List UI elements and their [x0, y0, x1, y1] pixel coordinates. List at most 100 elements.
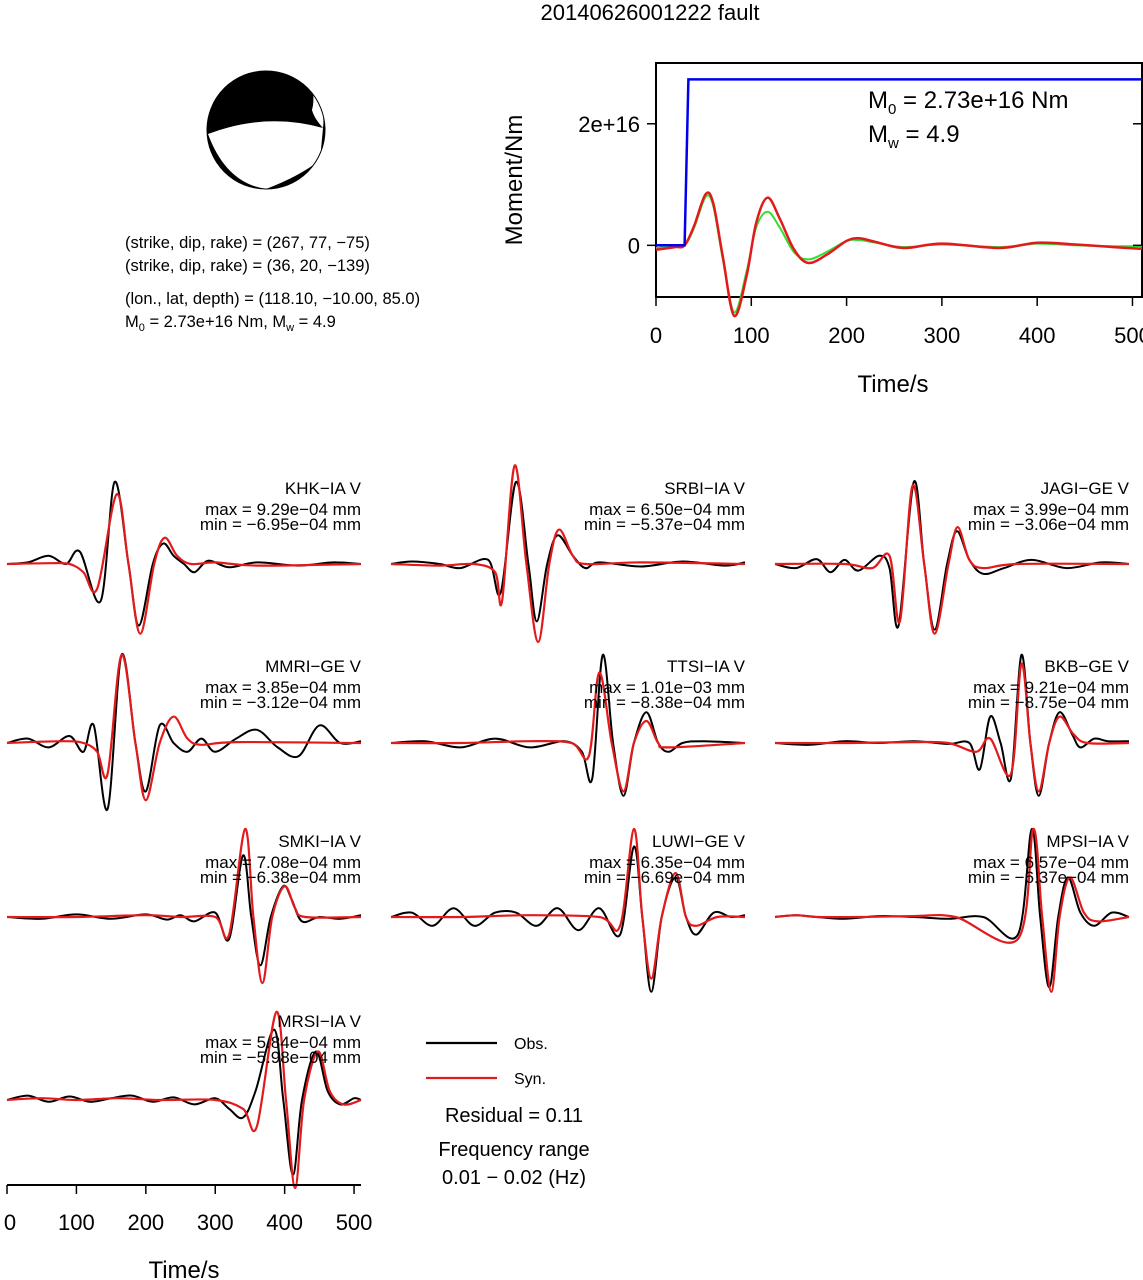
moment-xtick-label: 400 [1019, 323, 1056, 348]
moment-xtick-label: 200 [828, 323, 865, 348]
station-min: min = −5.37e−04 mm [584, 515, 745, 534]
ann-mw-suffix: = 4.9 [899, 121, 960, 148]
moment-xtick-label: 500 [1114, 323, 1143, 348]
synthetic-trace [774, 662, 1130, 793]
m0-prefix: M [125, 313, 139, 331]
synthetic-trace [774, 484, 1130, 635]
synthetic-trace [6, 493, 362, 635]
legend: Obs. Syn. [426, 1036, 548, 1088]
synthetic-trace [6, 827, 362, 985]
waveform-xtick-label: 500 [336, 1210, 373, 1235]
moment-xtick-label: 100 [733, 323, 770, 348]
station-name: MRSI−IA V [277, 1012, 361, 1031]
ann-mw-prefix: M [868, 121, 888, 148]
moment-plot-frame [655, 62, 1143, 298]
synthetic-trace [774, 827, 1130, 993]
cumulative-moment-line [656, 78, 1142, 247]
moment-xlabel: Time/s [857, 371, 928, 398]
station-min: min = −6.38e−04 mm [200, 868, 361, 887]
station-name: SRBI−IA V [664, 479, 745, 498]
station-min: min = −3.06e−04 mm [968, 515, 1129, 534]
waveform-xlabel: Time/s [148, 1257, 219, 1280]
waveform-x-axis: 0 100 200 300 400 500 [4, 1184, 373, 1235]
nodal-plane-2: (strike, dip, rake) = (36, 20, −139) [125, 257, 370, 275]
synthetic-trace [390, 671, 746, 793]
observed-trace [6, 653, 362, 811]
moment-y-axis: 0 2e+16 [578, 112, 1142, 258]
station-min: min = −6.69e−04 mm [584, 868, 745, 887]
beachball [206, 70, 326, 190]
station-max: max = 6.50e−04 mm [589, 500, 745, 519]
legend-syn-label: Syn. [514, 1071, 546, 1088]
station-name: BKB−GE V [1044, 657, 1129, 676]
station-name: MMRI−GE V [265, 657, 362, 676]
station-name: LUWI−GE V [652, 832, 746, 851]
observed-trace [390, 480, 746, 623]
hypocenter: (lon., lat, depth) = (118.10, −10.00, 85… [125, 290, 420, 308]
ann-m0-prefix: M [868, 87, 888, 114]
station-min: min = −6.95e−04 mm [200, 515, 361, 534]
station-max: max = 9.21e−04 mm [973, 678, 1129, 697]
station-min: min = −3.12e−04 mm [200, 693, 361, 712]
moment-series [655, 78, 1143, 318]
moment-ytick-label: 2e+16 [578, 112, 640, 137]
legend-obs-label: Obs. [514, 1036, 548, 1053]
observed-trace [6, 1028, 362, 1176]
station-max: max = 3.99e−04 mm [973, 500, 1129, 519]
station-max: max = 7.08e−04 mm [205, 853, 361, 872]
moment-m0-annotation: M0 = 2.73e+16 Nm [868, 87, 1068, 118]
nodal-plane-1: (strike, dip, rake) = (267, 77, −75) [125, 234, 370, 252]
station-min: min = −5.98e−04 mm [200, 1048, 361, 1067]
station-max: max = 9.29e−04 mm [205, 500, 361, 519]
moment-ylabel: Moment/Nm [501, 115, 528, 246]
moment-xtick-label: 0 [650, 323, 662, 348]
ann-m0-suffix: = 2.73e+16 Nm [896, 87, 1068, 114]
moment-summary: M0 = 2.73e+16 Nm, Mw = 4.9 [125, 313, 336, 334]
m0-sub: 0 [139, 322, 145, 334]
frequency-label: Frequency range [438, 1139, 589, 1161]
moment-rate-red [655, 191, 1143, 318]
synthetic-trace [390, 827, 746, 980]
observed-trace [6, 480, 362, 627]
waveform-xtick-label: 300 [197, 1210, 234, 1235]
m0-mid: = 2.73e+16 Nm, M [145, 313, 286, 331]
station-name: TTSI−IA V [667, 657, 746, 676]
station-max: max = 6.35e−04 mm [589, 853, 745, 872]
waveform-xtick-label: 400 [266, 1210, 303, 1235]
ann-mw-sub: w [887, 135, 899, 152]
source-parameters: (strike, dip, rake) = (267, 77, −75) (st… [125, 234, 420, 334]
station-name: KHK−IA V [285, 479, 362, 498]
station-name: SMKI−IA V [278, 832, 361, 851]
synthetic-trace [390, 464, 746, 644]
station-max: max = 6.57e−04 mm [973, 853, 1129, 872]
station-name: MPSI−IA V [1046, 832, 1129, 851]
mw-sub: w [285, 322, 294, 334]
moment-mw-annotation: Mw = 4.9 [868, 121, 960, 152]
synthetic-trace [6, 653, 362, 802]
station-max: max = 1.01e−03 mm [589, 678, 745, 697]
observed-trace [774, 827, 1130, 989]
station-max: max = 3.85e−04 mm [205, 678, 361, 697]
mw-suffix: = 4.9 [294, 313, 336, 331]
station-min: min = −8.75e−04 mm [968, 693, 1129, 712]
frequency-range: 0.01 − 0.02 (Hz) [442, 1167, 586, 1189]
station-name: JAGI−GE V [1041, 479, 1130, 498]
station-min: min = −6.37e−04 mm [968, 868, 1129, 887]
station-max: max = 5.84e−04 mm [205, 1033, 361, 1052]
moment-function-panel: 0 100 200 300 400 500 0 2e+16 Time/s Moment/Nm… [501, 62, 1143, 398]
moment-x-axis: 0 100 200 300 400 500 [650, 297, 1143, 348]
waveform-xtick-label: 200 [127, 1210, 164, 1235]
residual: Residual = 0.11 [445, 1105, 583, 1127]
